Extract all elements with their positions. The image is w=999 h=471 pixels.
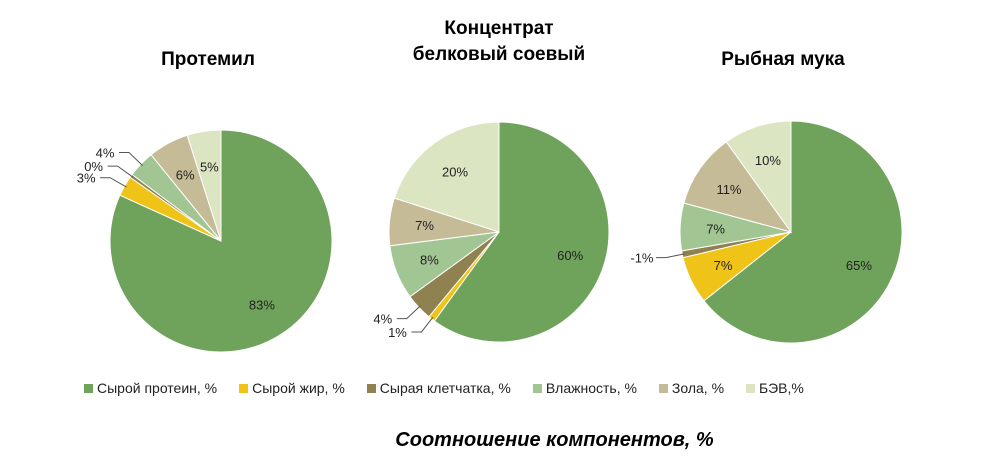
pie-2: 65% 7% -1% 7% 11% 10% bbox=[630, 120, 903, 344]
pie-title-protemil: Протемил bbox=[161, 49, 255, 70]
legend-label: Сырая клетчатка, % bbox=[379, 380, 511, 396]
leader-line bbox=[100, 177, 127, 188]
data-label: 7% bbox=[714, 258, 733, 273]
pie-0: 83% 3%0%4% 6% 5% bbox=[77, 129, 333, 353]
data-label: 7% bbox=[706, 221, 725, 236]
pie-1: 60% 1%4% 8% 7% 20% bbox=[373, 121, 610, 343]
data-label: 83% bbox=[249, 297, 275, 312]
legend-swatch bbox=[532, 383, 542, 393]
legend-swatch bbox=[84, 383, 93, 393]
leader-line bbox=[411, 316, 434, 333]
pie-slice bbox=[186, 129, 222, 242]
data-label: -1% bbox=[630, 251, 654, 266]
legend: Сырой протеин, % Сырой жир, % Сырая клетча… bbox=[84, 380, 964, 396]
leader-line bbox=[655, 253, 685, 259]
legend-swatch bbox=[239, 383, 249, 393]
legend-label: БЭВ,% bbox=[759, 380, 804, 396]
data-label: 11% bbox=[716, 182, 741, 197]
pie-slice bbox=[393, 121, 500, 233]
legend-label: Сырой жир, % bbox=[252, 380, 345, 396]
data-label: 8% bbox=[420, 253, 439, 268]
legend-item: Влажность, % bbox=[532, 380, 637, 396]
data-label: 6% bbox=[176, 168, 195, 183]
data-label: 10% bbox=[755, 153, 781, 168]
data-label: 60% bbox=[557, 248, 583, 263]
legend-item: Зола, % bbox=[658, 380, 725, 396]
data-label: 20% bbox=[442, 164, 468, 179]
leader-line bbox=[107, 165, 134, 178]
data-label: 0% bbox=[84, 159, 103, 174]
pie-title-soy-concentrate: Концентрат белковый соевый bbox=[412, 18, 586, 65]
chart-caption: Соотношение компонентов, % bbox=[395, 429, 714, 451]
data-label: 1% bbox=[388, 325, 407, 340]
legend-item: Сырой жир, % bbox=[239, 380, 345, 396]
legend-item: Сырой протеин, % bbox=[84, 380, 217, 396]
data-label: 5% bbox=[200, 159, 219, 174]
legend-swatch bbox=[366, 383, 376, 393]
pie-slice bbox=[703, 120, 903, 344]
data-label: 4% bbox=[373, 312, 392, 327]
legend-label: Влажность, % bbox=[545, 380, 637, 396]
data-label: 65% bbox=[846, 258, 872, 273]
pie-slice bbox=[433, 121, 610, 343]
legend-item: Сырая клетчатка, % bbox=[366, 380, 511, 396]
data-label: 7% bbox=[415, 218, 434, 233]
legend-swatch bbox=[746, 383, 756, 393]
pie-title-fish-meal: Рыбная мука bbox=[721, 49, 845, 70]
leader-line bbox=[119, 152, 143, 166]
pie-slice bbox=[683, 141, 793, 233]
legend-label: Зола, % bbox=[671, 380, 725, 396]
leader-line bbox=[396, 305, 421, 320]
pie-slice bbox=[725, 120, 792, 234]
legend-item: БЭВ,% bbox=[746, 380, 804, 396]
legend-label: Сырой протеин, % bbox=[97, 380, 218, 396]
legend-swatch bbox=[658, 383, 668, 393]
data-label: 4% bbox=[96, 146, 115, 161]
data-label: 3% bbox=[77, 171, 96, 186]
